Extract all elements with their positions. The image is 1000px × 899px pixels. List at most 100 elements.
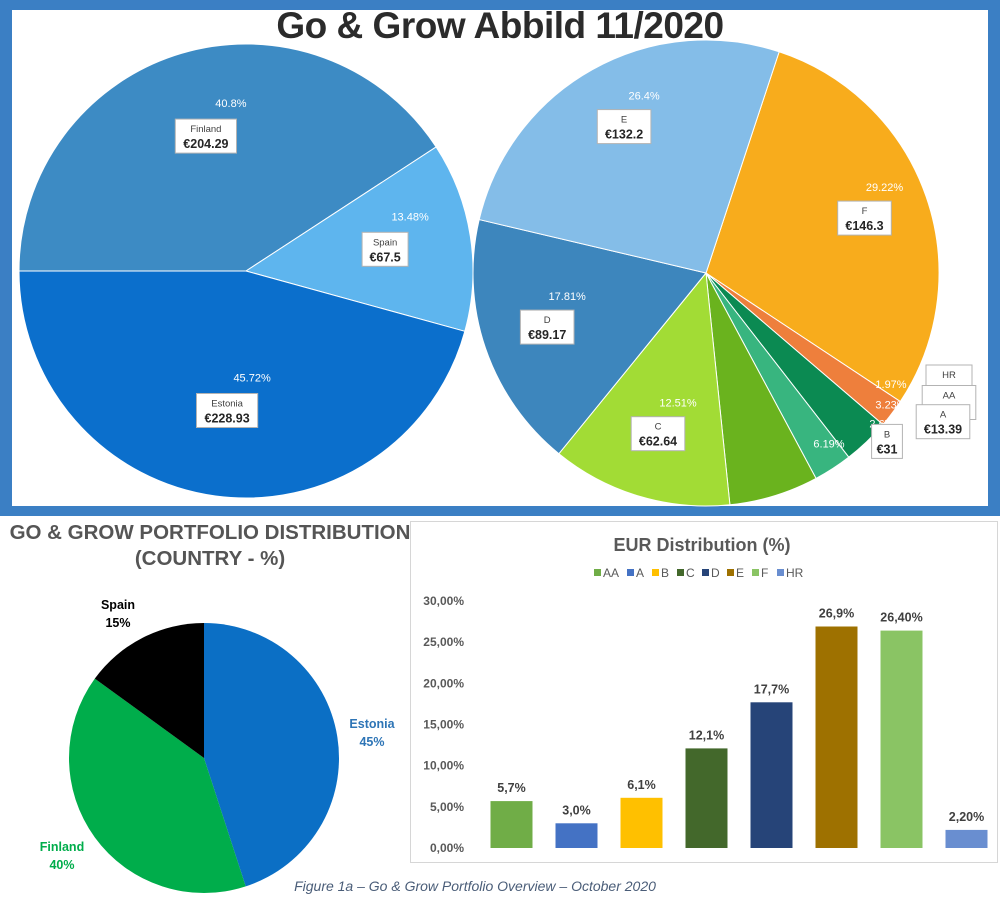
bar-chart-value-label-b: 6,1% <box>627 778 656 792</box>
bar-chart-value-label-aa: 5,7% <box>497 781 526 795</box>
rating-pie-slice-d <box>472 218 707 455</box>
rating-pie-slice-f <box>705 51 940 403</box>
rating-pie-percent-c: 12.51% <box>659 398 697 410</box>
rating-pie-label-name-c: C <box>655 422 662 433</box>
rating-pie-percent-hr: 1.97% <box>875 379 906 391</box>
rating-pie-label-name-hr: HR <box>942 370 956 381</box>
rating-pie-percent-d: 17.81% <box>549 291 587 303</box>
portfolio-label-name-estonia: Estonia <box>349 717 395 731</box>
country-pie-percent-estonia: 45.72% <box>233 373 271 385</box>
bar-chart-bar-aa <box>490 801 533 848</box>
portfolio-title-line-2: (COUNTRY - %) <box>134 547 286 570</box>
bar-chart-legend-label-a: A <box>636 566 644 580</box>
bar-chart-ytick-0: 0,00% <box>430 841 464 855</box>
bar-chart-legend-swatch-f <box>752 569 759 576</box>
portfolio-label-name-spain: Spain <box>101 598 135 612</box>
bar-chart-ytick-4: 20,00% <box>423 676 464 690</box>
country-pie-slice-estonia <box>18 270 466 499</box>
bar-chart-legend-swatch-d <box>702 569 709 576</box>
bar-chart-legend-label-aa: AA <box>603 566 619 580</box>
rating-pie-percent-e: 26.4% <box>628 91 659 103</box>
country-pie-label-box-finland <box>174 118 238 154</box>
portfolio-pie-slice-finland <box>68 678 246 893</box>
rating-pie-slice-c <box>558 271 731 507</box>
country-pie-chart: Finland €204.29 40.8% Spain €67.5 13.48% Eston… <box>18 43 474 499</box>
portfolio-label-percent-estonia: 45% <box>359 735 384 749</box>
bar-chart-value-label-d: 17,7% <box>754 682 789 696</box>
bar-chart-bar-d <box>750 702 793 848</box>
bar-chart-bar-c <box>685 748 728 848</box>
bar-chart-legend-label-f: F <box>761 566 768 580</box>
country-pie-label-amount-estonia: €228.93 <box>205 412 250 426</box>
bar-chart-ytick-3: 15,00% <box>423 718 464 732</box>
country-pie-label-name-spain: Spain <box>373 237 397 248</box>
main-title: Go & Grow Abbild 11/2020 <box>276 5 724 46</box>
bar-chart-bar-e <box>815 626 858 848</box>
rating-pie-label-amount-f: €146.3 <box>845 219 883 233</box>
bar-chart-title: EUR Distribution (%) <box>614 535 791 555</box>
bar-chart-bar-hr <box>945 829 988 848</box>
rating-pie-percent-b: 6.19% <box>813 438 844 450</box>
rating-pie-label-box-c <box>630 416 686 452</box>
rating-pie-percent-aa: 3.23% <box>875 400 906 412</box>
bar-chart-legend-swatch-e <box>727 569 734 576</box>
bar-chart-value-label-c: 12,1% <box>689 728 724 742</box>
bar-chart-legend-label-hr: HR <box>786 566 804 580</box>
rating-pie-label-name-b: B <box>884 429 890 440</box>
country-pie-percent-spain: 13.48% <box>391 211 429 223</box>
bar-chart-ytick-2: 10,00% <box>423 759 464 773</box>
portfolio-distribution-title: GO & GROW PORTFOLIO DISTRIBUTION (COUNTRY… <box>0 520 420 572</box>
bar-chart-bar-f <box>880 630 923 848</box>
bar-chart-legend-label-c: C <box>686 566 695 580</box>
bar-chart-value-label-hr: 2,20% <box>949 810 984 824</box>
portfolio-label-percent-finland: 40% <box>49 858 74 872</box>
rating-pie-label-name-f: F <box>862 206 868 217</box>
country-pie-slice-spain <box>244 146 474 332</box>
bar-chart-legend-swatch-aa <box>594 569 601 576</box>
rating-pie-label-amount-e: €132.2 <box>605 128 643 142</box>
country-pie-label-box-estonia <box>196 393 259 428</box>
rating-pie-label-name-aa: AA <box>943 391 956 402</box>
bar-chart-bar-a <box>555 823 598 848</box>
rating-pie-label-box-e <box>596 109 652 145</box>
portfolio-label-percent-spain: 15% <box>105 616 130 630</box>
rating-pie-label-amount-b: €31 <box>877 442 898 456</box>
country-pie-label-amount-spain: €67.5 <box>369 250 400 264</box>
bar-chart-bar-b <box>620 797 663 848</box>
rating-pie-label-name-e: E <box>621 115 627 126</box>
portfolio-pie-slice-estonia <box>204 623 339 887</box>
rating-pie-chart: F€146.329.22%HR€9.851.97%AA€16.173.23%A€… <box>472 39 977 507</box>
bar-chart-legend-label-d: D <box>711 566 720 580</box>
rating-pie-percent-f: 29.22% <box>866 182 904 194</box>
rating-pie-label-box-d <box>519 309 575 345</box>
bar-chart-legend-swatch-b <box>652 569 659 576</box>
bar-chart-value-label-a: 3,0% <box>562 803 591 817</box>
rating-pie-slice-e <box>478 39 780 274</box>
portfolio-label-name-finland: Finland <box>40 840 84 854</box>
bar-chart-legend-label-e: E <box>736 566 744 580</box>
rating-pie-label-amount-a: €13.39 <box>924 423 962 437</box>
country-pie-label-name-estonia: Estonia <box>211 399 243 410</box>
bar-chart-legend-swatch-hr <box>777 569 784 576</box>
country-pie-percent-finland: 40.8% <box>215 98 246 110</box>
bar-chart-ytick-1: 5,00% <box>430 800 464 814</box>
country-pie-slice-finland <box>18 43 437 272</box>
bar-chart-legend-label-b: B <box>661 566 669 580</box>
country-pie-label-box-spain <box>361 231 409 267</box>
portfolio-pie-slice-spain <box>94 623 204 758</box>
bar-chart-value-label-f: 26,40% <box>880 611 922 625</box>
bar-chart-legend-swatch-c <box>677 569 684 576</box>
rating-pie-label-box-a <box>915 404 971 440</box>
rating-pie-label-name-d: D <box>544 315 551 326</box>
rating-pie-label-box-f <box>837 200 892 236</box>
country-pie-label-amount-finland: €204.29 <box>183 137 228 151</box>
rating-pie-label-name-a: A <box>940 410 947 421</box>
rating-pie-label-amount-d: €89.17 <box>528 328 566 342</box>
bar-chart-ytick-5: 25,00% <box>423 635 464 649</box>
rating-pie-label-amount-c: €62.64 <box>639 435 677 449</box>
rating-pie-label-box-b <box>871 423 903 459</box>
bar-chart-ytick-6: 30,00% <box>423 594 464 608</box>
bar-chart-legend-swatch-a <box>627 569 634 576</box>
